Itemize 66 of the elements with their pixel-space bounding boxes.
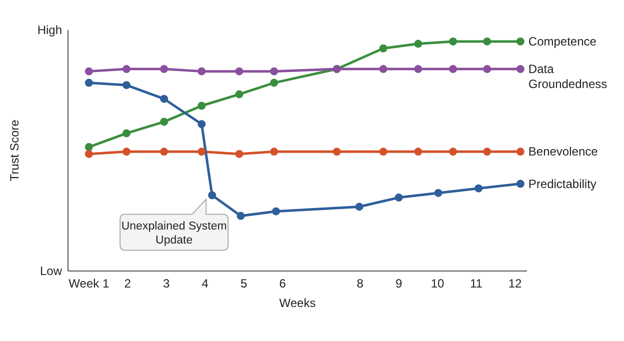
point	[379, 148, 388, 156]
point	[270, 148, 278, 156]
text: High	[37, 22, 62, 38]
point	[474, 184, 483, 192]
x-tick-label: 11	[470, 276, 483, 291]
point	[414, 65, 422, 74]
x-tick-label: Week 1	[68, 276, 110, 291]
point	[84, 78, 93, 87]
point	[160, 148, 168, 156]
point	[516, 65, 524, 74]
series-label: Benevolence	[528, 144, 598, 159]
point	[483, 37, 492, 46]
x-tick-label: 8	[356, 276, 364, 291]
x-tick-label: 3	[163, 276, 170, 291]
x-tick-label: 9	[395, 276, 402, 291]
point	[414, 148, 422, 156]
point	[379, 44, 388, 52]
point	[394, 194, 403, 202]
point	[516, 148, 524, 156]
point	[270, 78, 278, 87]
point	[122, 148, 130, 156]
point	[483, 148, 492, 156]
x-tick-label: 12	[508, 276, 522, 291]
point	[160, 65, 168, 74]
point	[84, 143, 93, 152]
point	[414, 40, 422, 48]
point	[355, 202, 364, 211]
point	[449, 37, 458, 46]
x-tick-label: 4	[202, 276, 209, 291]
point	[84, 150, 93, 158]
point	[449, 148, 458, 156]
y-axis-title: Trust Score	[7, 119, 22, 182]
annotation: Unexplained System Update	[121, 220, 227, 246]
point	[198, 148, 206, 156]
x-tick-label: 10	[430, 276, 445, 291]
series-label: Data Groundedness	[528, 62, 608, 92]
point	[208, 191, 216, 200]
point	[235, 150, 244, 158]
point	[516, 180, 524, 188]
point	[272, 207, 280, 216]
point	[198, 102, 206, 110]
point	[235, 90, 244, 98]
point	[236, 212, 245, 220]
x-tick-label: 6	[279, 276, 286, 291]
point	[449, 65, 458, 74]
point	[332, 148, 341, 156]
point	[198, 120, 206, 128]
series-label: Predictability	[528, 176, 596, 191]
point	[516, 37, 524, 46]
point	[434, 188, 442, 197]
point	[122, 65, 130, 74]
text: Low	[40, 263, 62, 279]
point	[235, 67, 244, 76]
point	[198, 67, 206, 76]
x-tick-label: 5	[240, 276, 248, 291]
x-tick-label: 2	[124, 276, 132, 291]
point	[160, 94, 168, 103]
point	[160, 118, 168, 126]
point	[270, 67, 278, 76]
point	[483, 65, 492, 74]
point	[84, 67, 93, 76]
series-label: Competence	[528, 34, 597, 48]
point	[122, 129, 130, 138]
point	[122, 81, 130, 90]
point	[379, 65, 388, 74]
x-axis-title: Weeks	[279, 296, 316, 310]
